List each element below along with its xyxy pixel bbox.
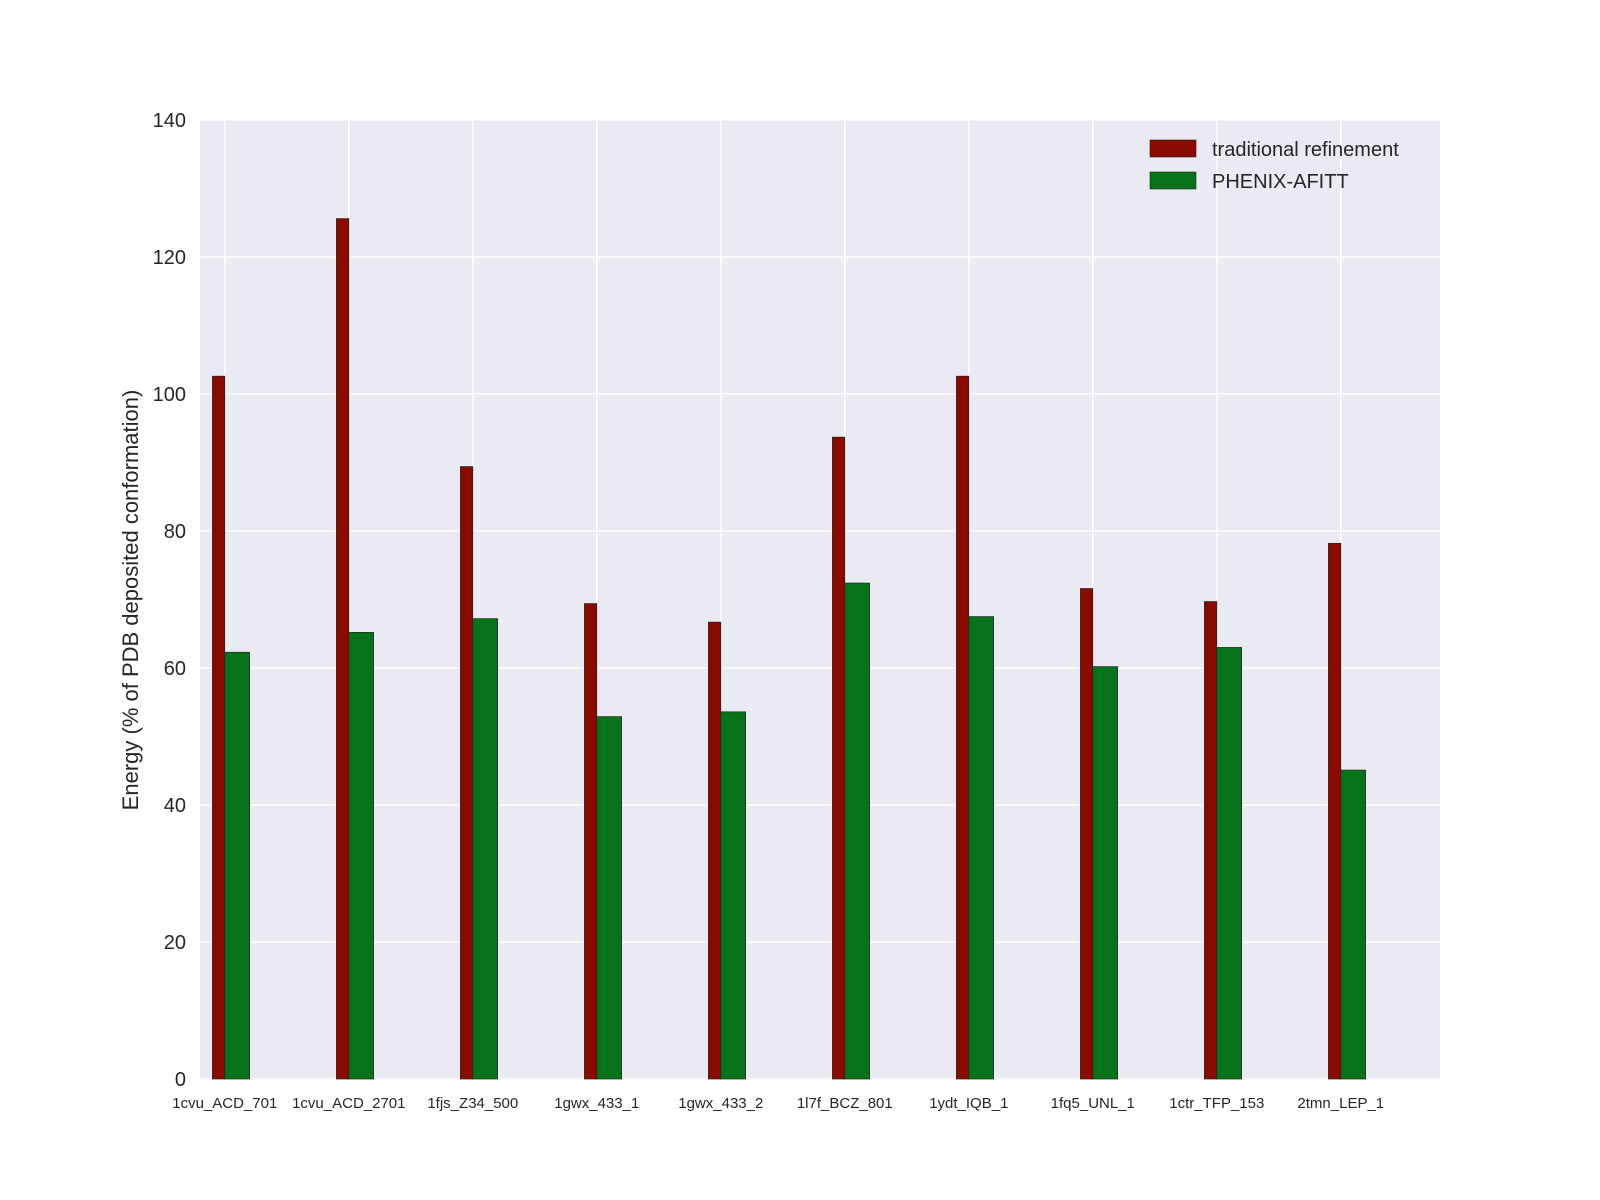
y-tick-label: 80 [164,521,186,543]
bar-phenix-1l7f_BCZ_801 [844,582,870,1080]
y-tick-label: 20 [164,932,186,954]
bar-traditional-1l7f_BCZ_801 [832,436,846,1080]
bar-phenix-1fq5_UNL_1 [1092,666,1118,1080]
x-tick-label: 1fjs_Z34_500 [427,1095,518,1112]
x-tick-label: 1cvu_ACD_2701 [292,1095,405,1112]
bar-traditional-2tmn_LEP_1 [1328,542,1342,1080]
bar-phenix-1gwx_433_1 [596,716,622,1080]
legend-swatch-traditional [1149,139,1197,158]
bar-phenix-1fjs_Z34_500 [472,618,498,1080]
bar-phenix-1ctr_TFP_153 [1216,647,1242,1080]
x-tick-label: 1cvu_ACD_701 [172,1095,277,1112]
bar-traditional-1ydt_IQB_1 [956,375,970,1080]
y-tick-label: 120 [153,247,186,269]
legend: traditional refinement PHENIX-AFITT [1149,139,1399,193]
y-axis-label: Energy (% of PDB deposited conformation) [118,390,143,811]
x-tick-label: 1l7f_BCZ_801 [797,1095,893,1112]
bar-traditional-1gwx_433_2 [708,621,722,1080]
x-tick-label: 2tmn_LEP_1 [1297,1095,1384,1112]
bar-traditional-1gwx_433_1 [584,603,598,1080]
legend-label-traditional: traditional refinement [1212,139,1399,161]
bar-phenix-1cvu_ACD_701 [224,651,250,1080]
bar-phenix-1gwx_433_2 [720,711,746,1080]
bar-traditional-1cvu_ACD_701 [212,375,226,1080]
bar-traditional-1ctr_TFP_153 [1204,601,1218,1080]
bars [212,218,1366,1080]
y-tick-labels: 0 20 40 60 80 100 120 140 [153,110,186,1091]
bar-traditional-1cvu_ACD_2701 [336,218,350,1080]
y-tick-label: 140 [153,110,186,132]
x-tick-label: 1ctr_TFP_153 [1169,1095,1264,1112]
x-tick-labels: 1cvu_ACD_701 1cvu_ACD_2701 1fjs_Z34_500 1gw… [172,1095,1384,1112]
bar-traditional-1fjs_Z34_500 [460,466,474,1080]
y-tick-label: 40 [164,795,186,817]
x-tick-label: 1ydt_IQB_1 [929,1095,1008,1112]
x-tick-label: 1gwx_433_1 [554,1095,639,1112]
y-tick-label: 100 [153,384,186,406]
x-tick-label: 1gwx_433_2 [678,1095,763,1112]
y-tick-label: 60 [164,658,186,680]
plot-area [200,120,1440,1079]
x-tick-label: 1fq5_UNL_1 [1051,1095,1135,1112]
bar-phenix-2tmn_LEP_1 [1340,769,1366,1080]
legend-swatch-phenix [1149,171,1197,190]
bar-phenix-1cvu_ACD_2701 [348,632,374,1080]
bar-phenix-1ydt_IQB_1 [968,616,994,1080]
legend-label-phenix: PHENIX-AFITT [1212,171,1349,193]
bar-traditional-1fq5_UNL_1 [1080,588,1094,1080]
y-tick-label: 0 [175,1069,186,1091]
